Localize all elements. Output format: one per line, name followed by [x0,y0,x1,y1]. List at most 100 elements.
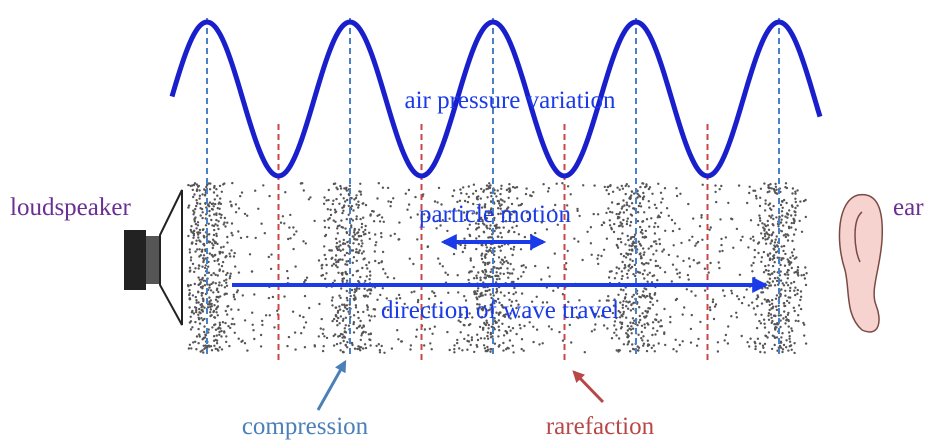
particle [231,317,234,320]
particle [324,257,327,261]
particle [345,296,349,300]
particle [639,318,642,322]
particle [497,212,500,216]
particle [433,200,437,203]
particle [474,222,478,225]
particle [772,254,776,257]
particle [390,347,394,350]
particle [502,334,506,337]
particle [631,317,635,320]
particle [477,222,480,226]
particle [520,292,524,295]
particle [499,192,502,196]
particle [629,194,633,197]
particle [203,266,207,270]
particle [723,294,726,298]
particle [453,344,456,347]
particle [210,273,213,277]
particle [195,239,198,242]
particle [342,309,345,313]
particle [638,271,642,274]
particle [792,233,796,236]
particle [581,258,584,262]
particle [638,202,642,205]
particle [336,227,339,230]
particle [321,273,325,277]
particle [505,332,509,335]
particle [770,302,774,305]
particle [393,232,396,236]
particle [750,264,753,267]
particle [784,182,788,185]
particle [771,298,774,302]
particle [671,229,675,233]
particle [647,262,650,265]
particle [475,196,479,199]
particle [793,289,796,292]
particle [787,261,790,264]
particle [799,290,803,293]
particle [208,252,211,255]
particle [220,329,223,333]
particle [460,192,463,195]
particle [638,295,641,298]
particle [448,348,451,352]
particle [431,332,434,335]
particle [494,274,498,278]
particle [490,211,493,214]
particle [344,324,347,327]
particle [489,246,492,250]
particle [749,337,752,340]
particle [526,315,529,319]
particle [622,255,626,258]
particle [380,216,384,219]
particle [195,299,198,302]
particle [638,306,641,309]
particle [609,184,612,187]
particle [785,281,788,284]
particle [484,210,488,213]
particle [287,237,290,241]
particle [188,288,191,292]
particle [804,283,808,287]
particle [347,324,351,327]
particle [509,247,513,250]
particle [786,239,790,242]
particle [676,272,679,275]
particle [740,301,744,305]
particle [229,255,232,258]
particle [641,312,644,315]
particle [194,250,197,253]
particle [754,313,757,316]
particle [201,216,204,220]
particle [667,253,671,257]
particle [203,284,207,287]
particle [489,224,492,227]
particle [763,298,766,301]
particle [361,266,364,270]
particle [201,193,204,196]
particle [480,206,484,209]
particle [328,249,331,252]
particle [627,185,630,188]
particle [565,262,568,265]
particle [325,263,328,267]
particle [204,334,208,337]
particle [767,331,771,334]
particle [494,227,498,230]
particle [250,270,254,273]
particle [648,206,651,209]
particle [529,248,533,251]
particle [229,200,232,203]
particle [648,225,651,228]
particle [485,216,488,220]
particle [341,319,345,322]
particle [407,203,411,206]
particle [654,259,657,263]
particle [456,200,459,204]
particle [786,284,790,287]
particle [794,286,797,289]
particle [781,200,784,203]
particle [648,271,651,274]
particle [389,234,392,237]
